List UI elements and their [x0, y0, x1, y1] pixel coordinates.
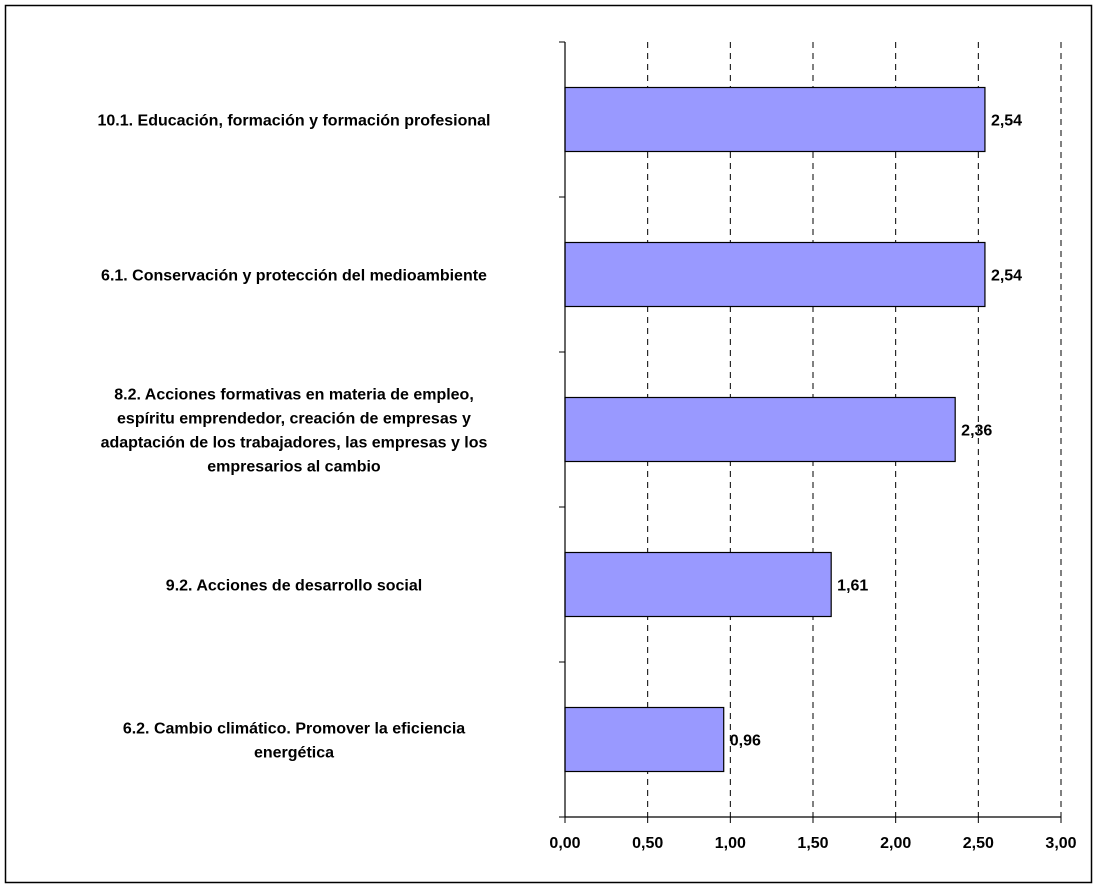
- axes: [559, 41, 1062, 823]
- category-label-line: 6.2. Cambio climático. Promover la efici…: [123, 721, 465, 738]
- bar: [564, 86, 986, 153]
- value-label: 2,54: [991, 113, 1022, 130]
- category-label-line: espíritu emprendedor, creación de empres…: [117, 411, 471, 428]
- x-tick-label: 2,50: [963, 835, 994, 852]
- category-label-line: empresarios al cambio: [207, 459, 381, 476]
- bar: [564, 241, 986, 308]
- x-tick-label: 0,50: [632, 835, 663, 852]
- category-label-line: 6.1. Conservación y protección del medio…: [101, 268, 487, 285]
- x-tick-label: 2,00: [880, 835, 911, 852]
- category-label-line: adaptación de los trabajadores, las empr…: [101, 435, 488, 452]
- bars: [564, 86, 986, 773]
- category-label-line: 10.1. Educación, formación y formación p…: [98, 113, 491, 130]
- category-label-line: 8.2. Acciones formativas en materia de e…: [114, 387, 474, 404]
- bar: [564, 706, 725, 773]
- category-label-line: 9.2. Acciones de desarrollo social: [166, 578, 422, 595]
- x-tick-label: 0,00: [549, 835, 580, 852]
- x-tick-labels: 0,00 0,50 1,00 1,50 2,00 2,50 3,00: [549, 835, 1076, 852]
- x-tick-label: 3,00: [1045, 835, 1076, 852]
- category-label: 6.2. Cambio climático. Promover la efici…: [123, 721, 465, 762]
- bar: [564, 396, 956, 463]
- value-label: 0,96: [730, 733, 761, 750]
- category-label-line: energética: [254, 745, 334, 762]
- value-label: 2,36: [961, 423, 992, 440]
- category-label: 10.1. Educación, formación y formación p…: [98, 113, 491, 130]
- category-labels: 10.1. Educación, formación y formación p…: [98, 113, 491, 762]
- value-label: 2,54: [991, 268, 1022, 285]
- category-label: 9.2. Acciones de desarrollo social: [166, 578, 422, 595]
- value-labels: 2,54 2,54 2,36 1,61 0,96: [730, 113, 1022, 750]
- x-tick-label: 1,50: [797, 835, 828, 852]
- x-tick-label: 1,00: [715, 835, 746, 852]
- category-label: 8.2. Acciones formativas en materia de e…: [101, 387, 488, 476]
- value-label: 1,61: [837, 578, 868, 595]
- category-label: 6.1. Conservación y protección del medio…: [101, 268, 487, 285]
- bar: [564, 551, 832, 618]
